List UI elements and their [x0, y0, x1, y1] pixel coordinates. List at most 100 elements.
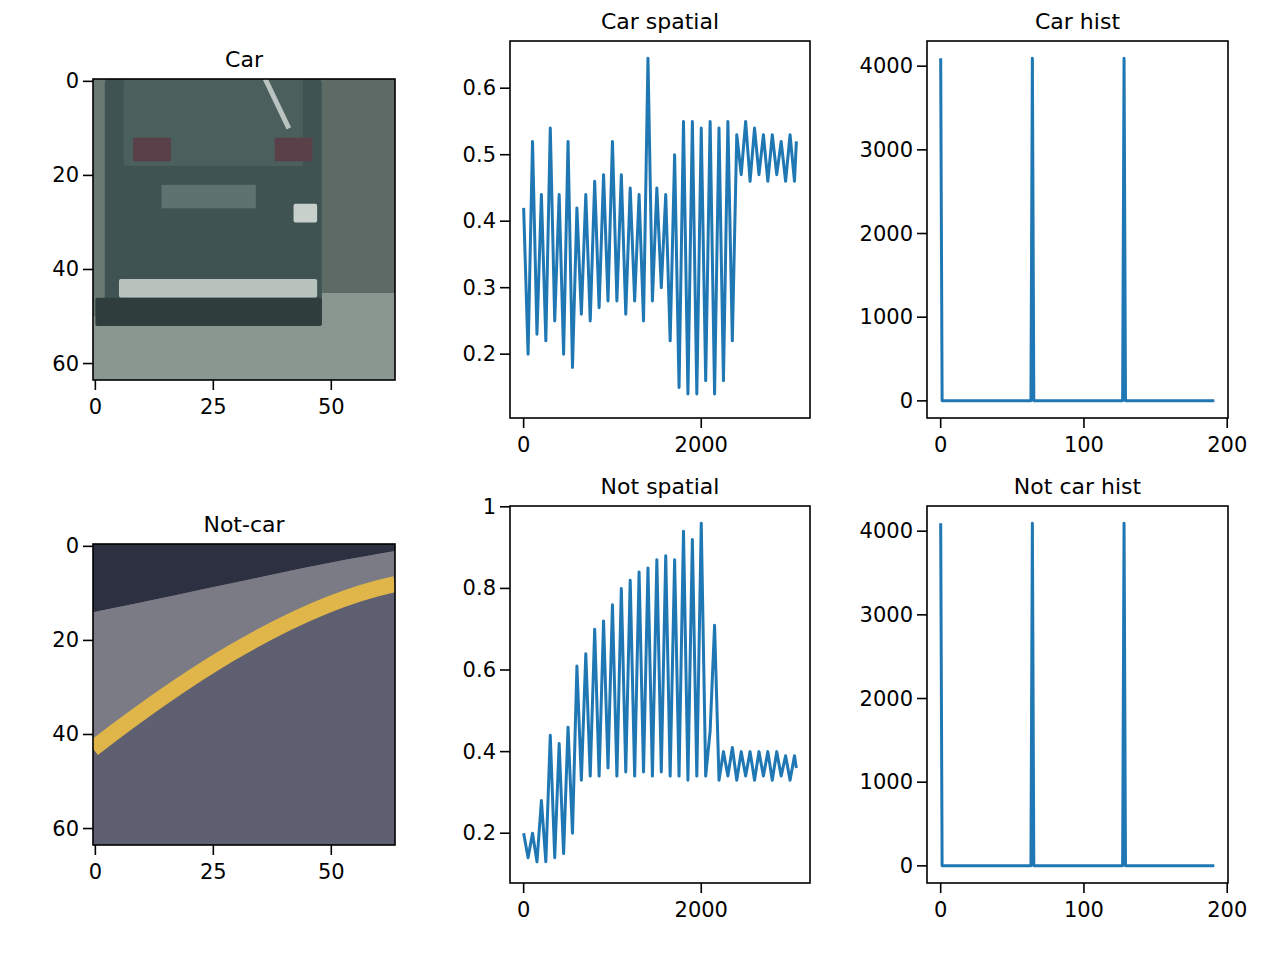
y-tick — [917, 865, 927, 867]
plot-area — [941, 523, 1215, 866]
y-tick — [83, 363, 93, 365]
subplot: 025500204060Car — [52, 47, 395, 419]
image-region — [119, 279, 317, 298]
x-tick — [1083, 418, 1085, 428]
y-tick — [917, 781, 927, 783]
image-region — [275, 138, 313, 162]
x-tick — [700, 883, 702, 893]
x-tick-label: 0 — [517, 433, 530, 457]
x-tick — [95, 845, 97, 855]
x-tick — [940, 883, 942, 893]
y-tick-label: 1 — [483, 495, 496, 519]
x-tick-label: 0 — [934, 898, 947, 922]
x-tick-label: 25 — [200, 860, 227, 884]
image-region — [93, 79, 395, 380]
plot-area — [93, 544, 395, 845]
x-tick — [523, 418, 525, 428]
y-tick-label: 40 — [52, 257, 79, 281]
plot-area — [93, 79, 395, 380]
y-tick — [500, 154, 510, 156]
x-tick-label: 2000 — [675, 433, 728, 457]
line — [524, 523, 797, 862]
image-region — [161, 185, 255, 209]
y-tick — [917, 149, 927, 151]
y-tick-label: 0 — [66, 69, 79, 93]
y-tick-label: 0.6 — [463, 658, 496, 682]
line — [941, 523, 1215, 866]
frame — [93, 544, 395, 845]
y-tick-label: 4000 — [860, 519, 913, 543]
y-tick-label: 0 — [900, 854, 913, 878]
plot-area — [524, 523, 797, 862]
x-tick — [95, 380, 97, 390]
x-tick — [213, 380, 215, 390]
line — [524, 58, 797, 394]
y-tick-label: 0.4 — [463, 209, 496, 233]
y-tick-label: 3000 — [860, 138, 913, 162]
x-tick-label: 0 — [89, 860, 102, 884]
y-tick — [917, 65, 927, 67]
image-region — [322, 79, 395, 293]
y-tick — [500, 220, 510, 222]
y-tick — [500, 669, 510, 671]
y-tick — [500, 588, 510, 590]
y-tick-label: 0.4 — [463, 740, 496, 764]
x-tick — [1226, 418, 1228, 428]
image-region — [93, 584, 395, 749]
y-tick — [83, 81, 93, 83]
x-tick-label: 100 — [1064, 433, 1104, 457]
x-tick — [700, 418, 702, 428]
y-tick-label: 3000 — [860, 603, 913, 627]
y-tick — [917, 316, 927, 318]
frame — [93, 79, 395, 380]
frame — [510, 41, 810, 418]
y-tick-label: 0 — [900, 389, 913, 413]
x-tick-label: 50 — [318, 860, 345, 884]
y-tick — [917, 233, 927, 235]
y-tick-label: 1000 — [860, 770, 913, 794]
y-tick — [83, 828, 93, 830]
title: Car hist — [1035, 9, 1120, 34]
x-tick — [213, 845, 215, 855]
image-region — [95, 298, 322, 326]
title: Not spatial — [601, 474, 720, 499]
x-tick-label: 100 — [1064, 898, 1104, 922]
image-region — [265, 79, 289, 128]
y-tick-label: 4000 — [860, 54, 913, 78]
image-region — [294, 204, 318, 223]
y-tick — [83, 734, 93, 736]
y-tick-label: 2000 — [860, 222, 913, 246]
y-tick-label: 0.2 — [463, 821, 496, 845]
y-tick — [500, 353, 510, 355]
subplot: 025500204060Not-car — [52, 512, 395, 884]
image-region — [105, 79, 322, 326]
y-tick — [917, 400, 927, 402]
y-tick-label: 0.5 — [463, 143, 496, 167]
x-tick-label: 50 — [318, 395, 345, 419]
x-tick-label: 0 — [934, 433, 947, 457]
x-tick-label: 2000 — [675, 898, 728, 922]
y-tick — [83, 546, 93, 548]
x-tick — [330, 845, 332, 855]
y-tick-label: 2000 — [860, 687, 913, 711]
x-tick-label: 25 — [200, 395, 227, 419]
title: Not-car — [203, 512, 285, 537]
figure: 025500204060Car020000.20.30.40.50.6Car s… — [0, 0, 1280, 960]
x-tick — [523, 883, 525, 893]
plot-area — [524, 58, 797, 394]
background — [0, 0, 1280, 960]
y-tick-label: 20 — [52, 163, 79, 187]
image-region — [93, 544, 395, 845]
x-tick-label: 0 — [89, 395, 102, 419]
y-tick — [500, 832, 510, 834]
y-tick-label: 0.2 — [463, 342, 496, 366]
y-tick — [500, 87, 510, 89]
frame — [510, 506, 810, 883]
y-tick — [83, 640, 93, 642]
y-tick — [83, 269, 93, 271]
subplot: 010020001000200030004000Car hist — [860, 9, 1248, 457]
subplot: 010020001000200030004000Not car hist — [860, 474, 1248, 922]
frame — [927, 41, 1228, 418]
line — [941, 58, 1215, 401]
y-tick — [500, 287, 510, 289]
